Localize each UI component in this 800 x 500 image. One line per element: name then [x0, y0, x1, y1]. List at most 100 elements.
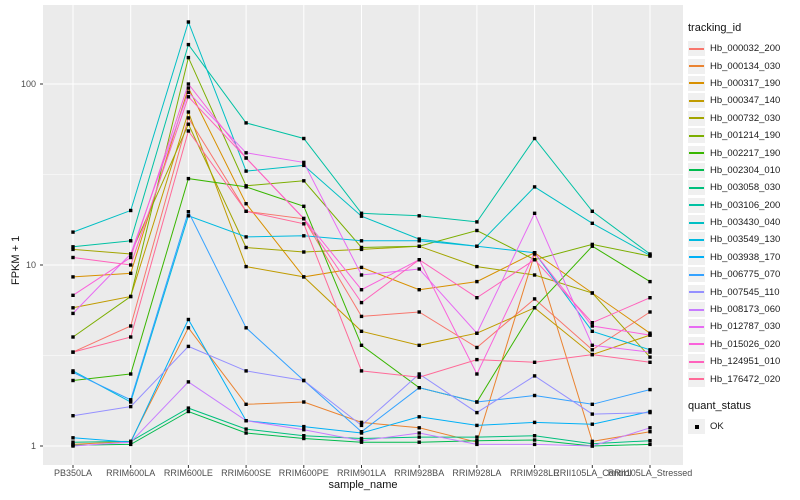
data-point — [359, 430, 364, 434]
data-point — [590, 209, 594, 213]
data-point — [186, 42, 191, 47]
data-point — [475, 345, 479, 350]
data-point — [302, 136, 306, 141]
data-point — [590, 242, 594, 247]
data-point — [186, 344, 191, 349]
legend-item-label: Hb_003058_030 — [710, 182, 781, 194]
data-point — [417, 310, 421, 314]
line-swatch-icon — [688, 354, 705, 370]
line-swatch-icon — [688, 336, 705, 352]
data-point — [648, 442, 652, 447]
data-point — [71, 306, 75, 310]
data-point — [71, 414, 75, 418]
data-point — [590, 442, 594, 446]
data-point — [532, 438, 537, 442]
data-point — [359, 273, 364, 277]
legend-item: Hb_012787_030 — [688, 318, 800, 335]
data-point — [302, 204, 306, 208]
line-swatch-icon — [688, 162, 705, 178]
x-tick-label: RRIM600PE — [278, 468, 329, 478]
legend-item: Hb_003430_040 — [688, 214, 800, 231]
data-point — [129, 294, 133, 299]
x-tick-label: RRII105LA_Stressed — [607, 468, 693, 478]
legend-item-ok: OK — [688, 418, 800, 435]
data-point — [417, 267, 421, 271]
data-point — [359, 369, 364, 373]
data-point — [417, 426, 421, 430]
data-point — [648, 360, 652, 364]
legend-item: Hb_003058_030 — [688, 179, 800, 196]
legend-item: Hb_003106_200 — [688, 197, 800, 214]
data-point — [129, 335, 133, 339]
legend-item: Hb_003549_130 — [688, 231, 800, 248]
legend-item-label: Hb_012787_030 — [710, 321, 781, 333]
data-point — [129, 404, 133, 409]
data-point — [475, 400, 479, 404]
legend-item-label: Hb_000732_030 — [710, 112, 781, 124]
data-point — [302, 234, 306, 238]
data-point — [186, 90, 191, 94]
data-point — [71, 230, 75, 234]
data-point — [244, 264, 248, 269]
line-swatch-icon — [688, 197, 705, 213]
black-square-marker-icon — [688, 419, 705, 435]
data-point — [532, 185, 537, 189]
data-point — [129, 208, 133, 213]
data-point — [648, 387, 652, 392]
data-point — [359, 288, 364, 292]
data-point — [532, 251, 537, 255]
data-point — [532, 297, 537, 301]
data-point — [417, 375, 421, 379]
legend-item-label: OK — [710, 421, 724, 433]
data-point — [648, 350, 652, 354]
data-point — [359, 420, 364, 425]
x-tick-label: RRIM600SE — [221, 468, 272, 478]
legend-item: Hb_002217_190 — [688, 144, 800, 161]
legend-item-label: Hb_000032_200 — [710, 43, 781, 55]
data-point — [302, 222, 306, 226]
data-point — [590, 329, 594, 333]
legend-item-label: Hb_001214_190 — [710, 130, 781, 142]
x-tick-label: RRIM928LE — [510, 468, 560, 478]
data-point — [129, 398, 133, 402]
legend-item: Hb_008173_060 — [688, 301, 800, 318]
data-point — [186, 380, 191, 384]
data-point — [244, 245, 248, 250]
x-tick-label: RRIM901LA — [336, 468, 387, 478]
legend-item: Hb_000317_190 — [688, 75, 800, 92]
data-point — [417, 435, 421, 439]
data-point — [417, 440, 421, 444]
data-point — [359, 300, 364, 305]
legend-item-label: Hb_015026_020 — [710, 338, 781, 350]
data-point — [475, 244, 479, 248]
data-point — [186, 82, 191, 86]
x-tick-label: RRIM928BA — [394, 468, 445, 478]
legend-item-label: Hb_000134_030 — [710, 60, 781, 72]
data-point — [71, 436, 75, 440]
data-point — [186, 55, 191, 60]
data-point — [359, 314, 364, 319]
data-point — [302, 250, 306, 254]
data-point — [648, 355, 652, 359]
data-point — [129, 372, 133, 376]
data-point — [186, 406, 191, 410]
data-point — [244, 431, 248, 435]
data-point — [186, 214, 191, 218]
data-point — [475, 331, 479, 335]
data-point — [590, 412, 594, 416]
data-point — [532, 211, 537, 215]
data-point — [359, 329, 364, 333]
data-point — [532, 442, 537, 447]
data-point — [359, 343, 364, 347]
line-swatch-icon — [688, 302, 705, 318]
data-point — [302, 428, 306, 432]
legend-item-label: Hb_003106_200 — [710, 199, 781, 211]
data-point — [532, 273, 537, 277]
legend-item: Hb_124951_010 — [688, 353, 800, 370]
legend-item: Hb_176472_020 — [688, 370, 800, 387]
data-point — [244, 402, 248, 406]
data-point — [475, 296, 479, 300]
data-point — [648, 331, 652, 335]
data-point — [532, 420, 537, 425]
data-point — [244, 151, 248, 155]
